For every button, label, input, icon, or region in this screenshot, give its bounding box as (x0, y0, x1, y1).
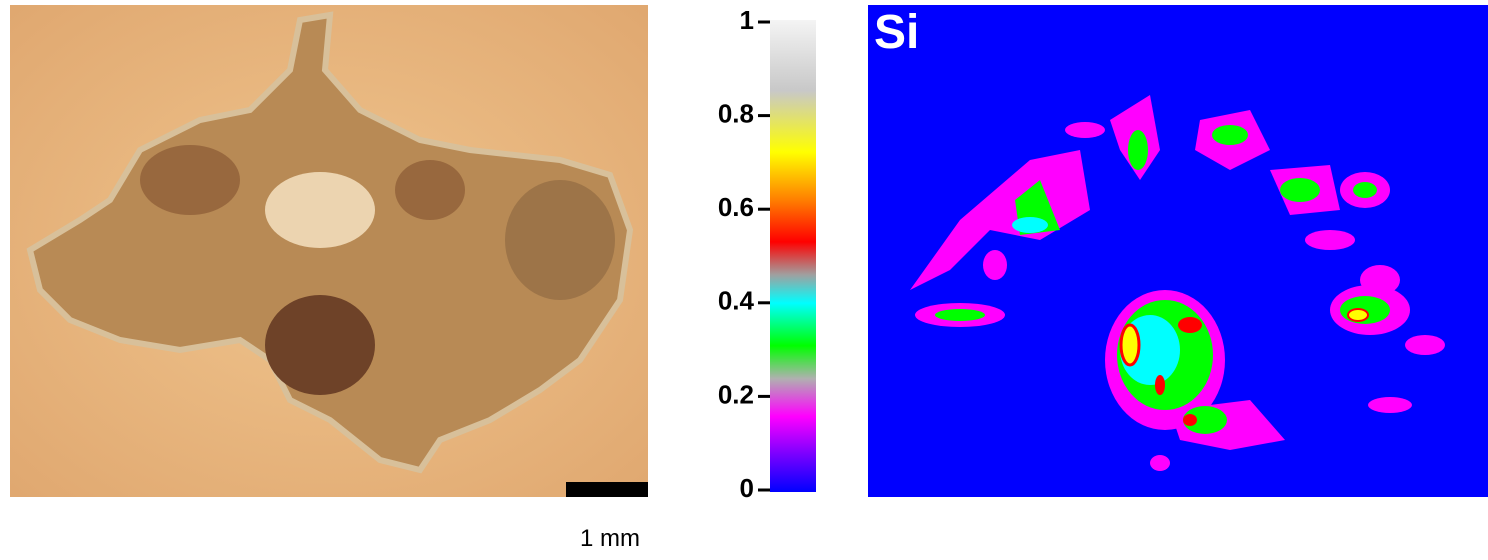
tick-label: 0.4 (718, 286, 755, 316)
colorbar (770, 20, 816, 492)
scale-bar-label: 1 mm (580, 525, 640, 552)
colorbar-ticks: 0 0.2 0.4 0.6 0.8 1 (718, 5, 770, 503)
tick-label: 0.6 (718, 192, 754, 222)
scale-bar (566, 482, 648, 497)
hole (265, 172, 375, 248)
figure: 1 mm 0 0.2 0.4 0.6 0.8 1 (0, 0, 1488, 560)
dark-region (395, 160, 465, 220)
element-map: Si (868, 5, 1488, 497)
dark-region (140, 145, 240, 215)
dark-region (265, 295, 375, 395)
tick-label: 0.2 (718, 379, 754, 409)
tick-label: 0.8 (718, 98, 754, 128)
dark-region (505, 180, 615, 300)
sample-photo (10, 5, 648, 497)
tick-label: 0 (740, 473, 754, 503)
tick-label: 1 (740, 5, 754, 35)
map-label: Si (874, 6, 919, 59)
